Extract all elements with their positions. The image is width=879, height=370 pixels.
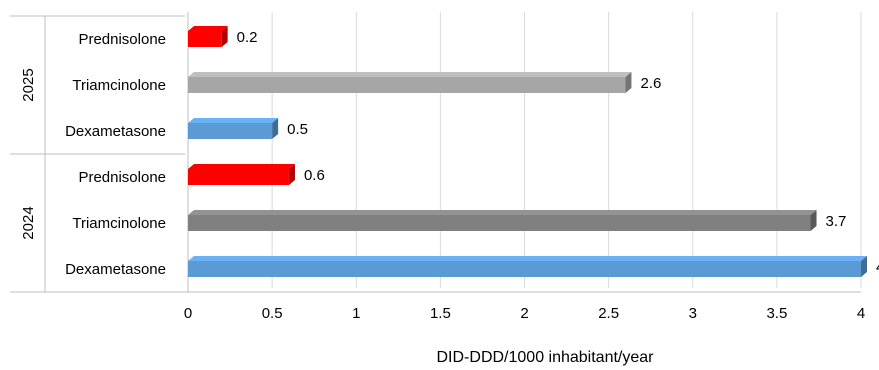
x-tick-label: 0.5 [262,305,283,322]
bar-top-face [188,164,295,169]
x-tick-label: 3 [689,305,697,322]
data-label: 3.7 [826,213,847,230]
x-tick-label: 1.5 [430,305,451,322]
x-axis-title: DID-DDD/1000 inhabitant/year [437,349,655,366]
bar-top-face [188,26,228,31]
bar [188,215,811,231]
bar-top-face [188,118,278,123]
bar-top-face [188,256,867,261]
category-label: Dexametasone [65,261,166,278]
x-tick-label: 2.5 [598,305,619,322]
bar-top-face [188,210,817,215]
category-label: Dexametasone [65,123,166,140]
data-label: 0.6 [304,167,325,184]
bars [188,26,867,277]
bar-top-face [188,72,631,77]
category-label: Triamcinolone [72,77,166,94]
x-tick-label: 1 [352,305,360,322]
x-tick-label: 3.5 [766,305,787,322]
bar [188,31,222,47]
group-label: 2025 [20,68,37,101]
x-tick-label: 4 [857,305,865,322]
data-label: 2.6 [640,75,661,92]
gridlines [188,12,861,288]
category-label: Prednisolone [78,31,166,48]
category-label: Triamcinolone [72,215,166,232]
bar [188,261,861,277]
axes [10,12,861,292]
data-label: 0.2 [237,29,258,46]
data-label: 0.5 [287,121,308,138]
category-label: Prednisolone [78,169,166,186]
group-label: 2024 [20,206,37,239]
bar [188,169,289,185]
bar [188,77,625,93]
x-tick-label: 2 [520,305,528,322]
bar [188,123,272,139]
x-tick-label: 0 [184,305,192,322]
